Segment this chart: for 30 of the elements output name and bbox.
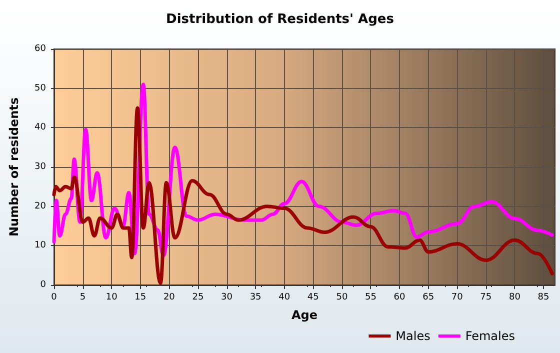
x-tick-label: 5 <box>80 292 86 302</box>
x-tick-label: 35 <box>250 292 262 302</box>
x-tick-label: 75 <box>480 292 492 302</box>
y-tick-label: 0 <box>40 280 46 290</box>
x-tick-label: 50 <box>336 292 348 302</box>
x-tick-label: 20 <box>163 292 176 302</box>
y-tick-label: 60 <box>34 44 46 54</box>
x-tick-label: 65 <box>422 292 434 302</box>
y-tick-label: 10 <box>34 240 46 251</box>
x-tick-label: 30 <box>221 292 233 302</box>
legend-label: Males <box>396 329 430 343</box>
y-tick-label: 20 <box>34 201 46 212</box>
x-tick-label: 85 <box>538 292 550 302</box>
y-tick-label: 30 <box>34 162 46 172</box>
x-tick-label: 60 <box>394 292 406 302</box>
y-tick-label: 40 <box>34 122 46 133</box>
chart-title: Distribution of Residents' Ages <box>166 12 394 27</box>
x-tick-label: 55 <box>365 292 376 302</box>
x-tick-label: 25 <box>192 292 204 302</box>
x-tick-label: 45 <box>307 292 319 302</box>
y-tick-label: 50 <box>34 83 46 94</box>
x-tick-label: 40 <box>278 292 290 302</box>
x-tick-label: 80 <box>508 292 521 302</box>
x-tick-label: 70 <box>451 292 464 302</box>
x-axis-title: Age <box>291 308 318 322</box>
x-tick-label: 15 <box>134 292 146 302</box>
x-tick-label: 0 <box>51 292 58 302</box>
legend-label: Females <box>465 329 515 343</box>
y-axis-title: Number of residents <box>7 97 21 237</box>
x-tick-label: 10 <box>106 292 118 302</box>
